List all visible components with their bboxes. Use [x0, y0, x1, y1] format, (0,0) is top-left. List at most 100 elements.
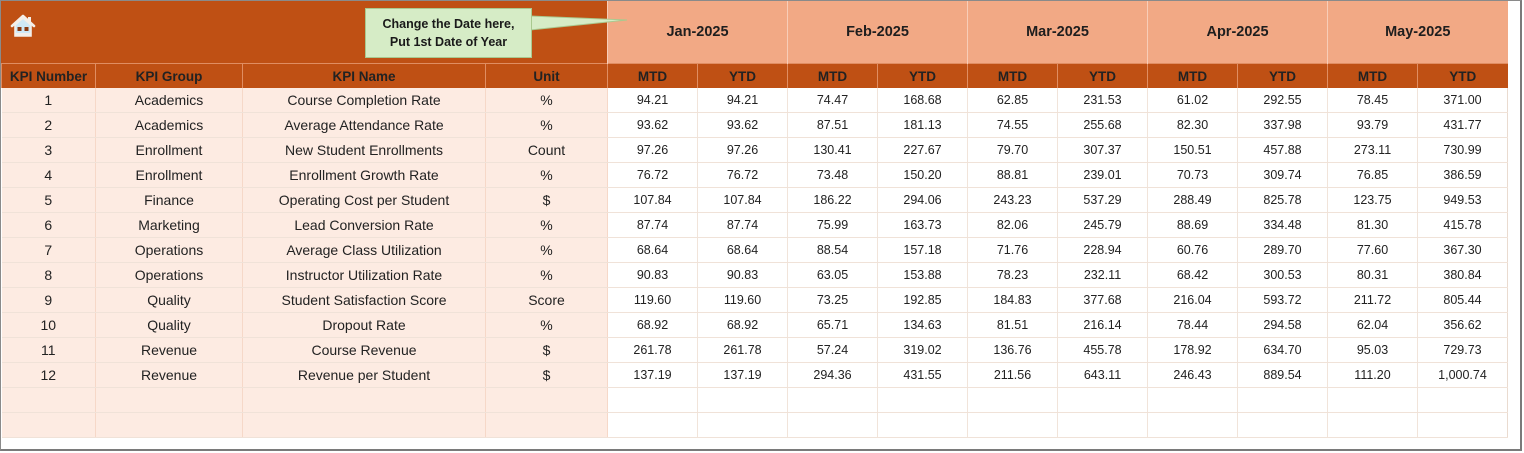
kpi-number-cell[interactable]: 3: [1, 137, 96, 163]
ytd-value-cell[interactable]: [877, 387, 968, 413]
ytd-value-cell[interactable]: 319.02: [877, 337, 968, 363]
mtd-value-cell[interactable]: 246.43: [1147, 362, 1238, 388]
mtd-value-cell[interactable]: 76.85: [1327, 162, 1418, 188]
mtd-value-cell[interactable]: 211.56: [967, 362, 1058, 388]
ytd-value-cell[interactable]: 68.92: [697, 312, 788, 338]
mtd-value-cell[interactable]: 137.19: [607, 362, 698, 388]
ytd-value-cell[interactable]: 643.11: [1057, 362, 1148, 388]
mtd-value-cell[interactable]: [787, 412, 878, 438]
kpi-name-cell[interactable]: Operating Cost per Student: [242, 187, 486, 213]
unit-cell[interactable]: [485, 387, 608, 413]
ytd-value-cell[interactable]: 294.58: [1237, 312, 1328, 338]
kpi-name-cell[interactable]: Course Completion Rate: [242, 88, 486, 113]
kpi-group-cell[interactable]: [95, 412, 243, 438]
kpi-number-cell[interactable]: 9: [1, 287, 96, 313]
ytd-value-cell[interactable]: 137.19: [697, 362, 788, 388]
kpi-number-cell[interactable]: 7: [1, 237, 96, 263]
kpi-number-cell[interactable]: 6: [1, 212, 96, 238]
mtd-value-cell[interactable]: 150.51: [1147, 137, 1238, 163]
mtd-value-cell[interactable]: [1327, 412, 1418, 438]
month-header-feb[interactable]: Feb-2025: [787, 1, 968, 64]
kpi-name-cell[interactable]: New Student Enrollments: [242, 137, 486, 163]
mtd-value-cell[interactable]: 90.83: [607, 262, 698, 288]
kpi-name-cell[interactable]: Average Attendance Rate: [242, 112, 486, 138]
mtd-value-cell[interactable]: 78.44: [1147, 312, 1238, 338]
ytd-value-cell[interactable]: 729.73: [1417, 337, 1508, 363]
kpi-group-cell[interactable]: Finance: [95, 187, 243, 213]
kpi-group-cell[interactable]: Quality: [95, 312, 243, 338]
mtd-value-cell[interactable]: [607, 412, 698, 438]
kpi-name-cell[interactable]: Lead Conversion Rate: [242, 212, 486, 238]
ytd-value-cell[interactable]: 415.78: [1417, 212, 1508, 238]
mtd-value-cell[interactable]: 76.72: [607, 162, 698, 188]
ytd-value-cell[interactable]: 227.67: [877, 137, 968, 163]
mtd-value-cell[interactable]: 74.55: [967, 112, 1058, 138]
ytd-value-cell[interactable]: [1057, 387, 1148, 413]
kpi-number-cell[interactable]: 10: [1, 312, 96, 338]
kpi-name-cell[interactable]: Dropout Rate: [242, 312, 486, 338]
mtd-value-cell[interactable]: 68.42: [1147, 262, 1238, 288]
ytd-value-cell[interactable]: 889.54: [1237, 362, 1328, 388]
unit-cell[interactable]: %: [485, 88, 608, 113]
ytd-value-cell[interactable]: 805.44: [1417, 287, 1508, 313]
ytd-value-cell[interactable]: 431.55: [877, 362, 968, 388]
ytd-value-cell[interactable]: 634.70: [1237, 337, 1328, 363]
mtd-value-cell[interactable]: 87.51: [787, 112, 878, 138]
mtd-value-cell[interactable]: 78.45: [1327, 88, 1418, 113]
kpi-number-cell[interactable]: 11: [1, 337, 96, 363]
mtd-value-cell[interactable]: 261.78: [607, 337, 698, 363]
mtd-value-cell[interactable]: 88.69: [1147, 212, 1238, 238]
mtd-value-cell[interactable]: [967, 387, 1058, 413]
ytd-value-cell[interactable]: 300.53: [1237, 262, 1328, 288]
ytd-value-cell[interactable]: 68.64: [697, 237, 788, 263]
ytd-value-cell[interactable]: 181.13: [877, 112, 968, 138]
mtd-value-cell[interactable]: 73.48: [787, 162, 878, 188]
ytd-value-cell[interactable]: [1057, 412, 1148, 438]
mtd-value-cell[interactable]: 288.49: [1147, 187, 1238, 213]
ytd-value-cell[interactable]: 367.30: [1417, 237, 1508, 263]
kpi-name-cell[interactable]: Revenue per Student: [242, 362, 486, 388]
ytd-value-cell[interactable]: 337.98: [1237, 112, 1328, 138]
kpi-name-cell[interactable]: [242, 387, 486, 413]
ytd-value-cell[interactable]: 239.01: [1057, 162, 1148, 188]
kpi-number-cell[interactable]: 4: [1, 162, 96, 188]
mtd-value-cell[interactable]: 93.79: [1327, 112, 1418, 138]
ytd-value-cell[interactable]: 334.48: [1237, 212, 1328, 238]
ytd-value-cell[interactable]: 245.79: [1057, 212, 1148, 238]
ytd-value-cell[interactable]: [1237, 412, 1328, 438]
unit-cell[interactable]: Count: [485, 137, 608, 163]
ytd-value-cell[interactable]: 157.18: [877, 237, 968, 263]
ytd-value-cell[interactable]: 1,000.74: [1417, 362, 1508, 388]
mtd-value-cell[interactable]: 136.76: [967, 337, 1058, 363]
home-button[interactable]: [9, 12, 37, 40]
kpi-group-cell[interactable]: Quality: [95, 287, 243, 313]
unit-cell[interactable]: %: [485, 112, 608, 138]
mtd-value-cell[interactable]: 78.23: [967, 262, 1058, 288]
unit-cell[interactable]: [485, 412, 608, 438]
kpi-name-cell[interactable]: Student Satisfaction Score: [242, 287, 486, 313]
mtd-value-cell[interactable]: 294.36: [787, 362, 878, 388]
mtd-value-cell[interactable]: 88.54: [787, 237, 878, 263]
mtd-value-cell[interactable]: [607, 387, 698, 413]
mtd-value-cell[interactable]: 80.31: [1327, 262, 1418, 288]
kpi-name-cell[interactable]: Instructor Utilization Rate: [242, 262, 486, 288]
mtd-value-cell[interactable]: [1147, 387, 1238, 413]
mtd-value-cell[interactable]: 119.60: [607, 287, 698, 313]
ytd-value-cell[interactable]: 294.06: [877, 187, 968, 213]
kpi-number-cell[interactable]: 1: [1, 88, 96, 113]
mtd-value-cell[interactable]: 81.30: [1327, 212, 1418, 238]
unit-cell[interactable]: %: [485, 262, 608, 288]
kpi-group-cell[interactable]: Operations: [95, 262, 243, 288]
kpi-group-cell[interactable]: Revenue: [95, 362, 243, 388]
mtd-value-cell[interactable]: 211.72: [1327, 287, 1418, 313]
kpi-number-cell[interactable]: [1, 412, 96, 438]
ytd-value-cell[interactable]: [1237, 387, 1328, 413]
mtd-value-cell[interactable]: 57.24: [787, 337, 878, 363]
mtd-value-cell[interactable]: 273.11: [1327, 137, 1418, 163]
ytd-value-cell[interactable]: 377.68: [1057, 287, 1148, 313]
mtd-value-cell[interactable]: 184.83: [967, 287, 1058, 313]
month-header-jan[interactable]: Jan-2025: [607, 1, 788, 64]
mtd-value-cell[interactable]: 75.99: [787, 212, 878, 238]
ytd-value-cell[interactable]: 168.68: [877, 88, 968, 113]
mtd-value-cell[interactable]: 68.92: [607, 312, 698, 338]
